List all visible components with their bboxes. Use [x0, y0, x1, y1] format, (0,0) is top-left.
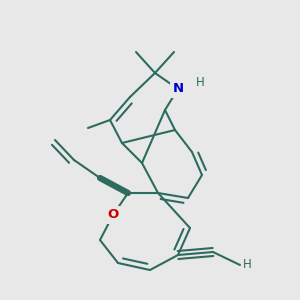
Text: H: H [196, 76, 204, 88]
Text: O: O [107, 208, 118, 221]
Text: N: N [172, 82, 184, 95]
Text: H: H [243, 259, 252, 272]
